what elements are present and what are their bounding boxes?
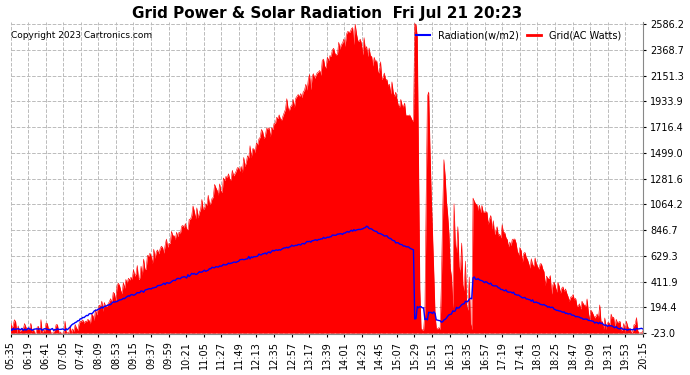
Text: Copyright 2023 Cartronics.com: Copyright 2023 Cartronics.com xyxy=(11,31,152,40)
Title: Grid Power & Solar Radiation  Fri Jul 21 20:23: Grid Power & Solar Radiation Fri Jul 21 … xyxy=(132,6,522,21)
Legend: Radiation(w/m2), Grid(AC Watts): Radiation(w/m2), Grid(AC Watts) xyxy=(412,27,625,44)
